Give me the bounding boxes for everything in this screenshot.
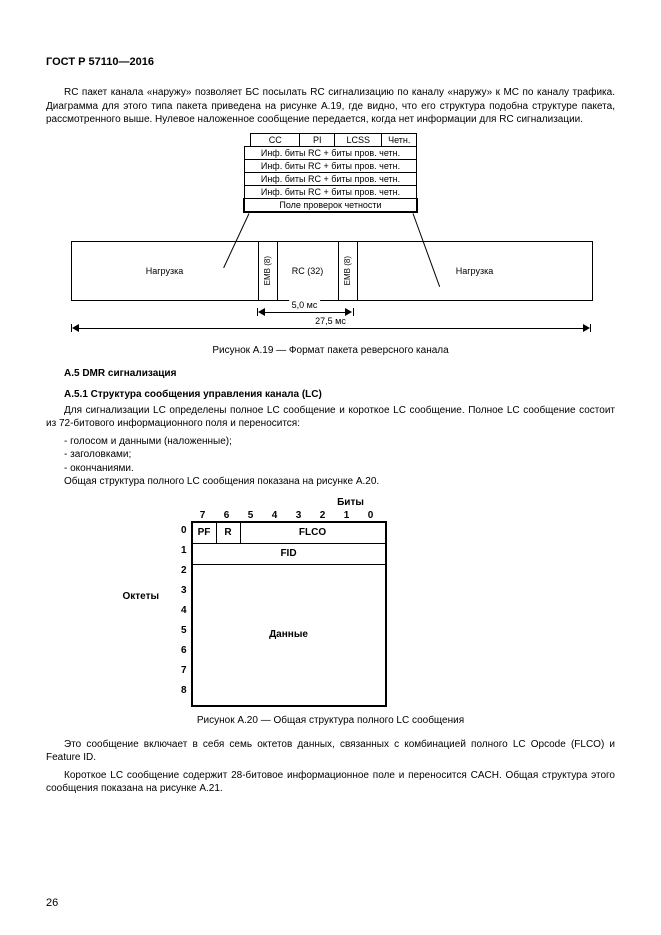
dim-27ms: 27,5 мс — [71, 319, 591, 337]
cell-info4: Инф. биты RC + биты пров. четн. — [244, 185, 417, 198]
cell-info1: Инф. биты RC + биты пров. четн. — [244, 146, 417, 159]
cell-data: Данные — [193, 565, 385, 705]
intro-paragraph: RC пакет канала «наружу» позволяет БС по… — [46, 86, 615, 127]
cell-chetn: Четн. — [382, 133, 417, 146]
para-a51-2: Общая структура полного LC сообщения пок… — [46, 475, 615, 489]
cell-info3: Инф. биты RC + биты пров. четн. — [244, 172, 417, 185]
list-item-1: - голосом и данными (наложенные); — [64, 435, 615, 449]
cell-flco: FLCO — [241, 523, 385, 543]
octets-label: Октеты — [123, 591, 160, 602]
grid-body: PF R FLCO FID Данные — [191, 521, 387, 707]
page: ГОСТ Р 57110—2016 RC пакет канала «наруж… — [0, 0, 661, 935]
cell-rc: RC (32) — [278, 242, 339, 300]
cell-cc: CC — [251, 133, 300, 146]
doc-header: ГОСТ Р 57110—2016 — [46, 56, 615, 68]
cell-fid: FID — [193, 544, 385, 564]
fig20-caption: Рисунок А.20 — Общая структура полного L… — [46, 715, 615, 726]
fig19-caption: Рисунок А.19 — Формат пакета реверсного … — [46, 345, 615, 356]
figure-a20: Октеты Биты 7 6 5 4 3 2 1 0 0 1 2 3 4 5 … — [171, 497, 491, 707]
list-item-2: - заголовками; — [64, 448, 615, 462]
list-item-3: - окончаниями. — [64, 462, 615, 476]
bits-label: Биты — [211, 497, 491, 508]
cell-load-right: Нагрузка — [358, 242, 592, 300]
cell-emb-left: EMB (8) — [263, 256, 272, 285]
row-numbers: 0 1 2 3 4 5 6 7 8 — [171, 521, 191, 707]
para-a51-1: Для сигнализации LC определены полное LC… — [46, 404, 615, 431]
cell-r: R — [217, 523, 241, 543]
fig19-top-table: CC PI LCSS Четн. Инф. биты RC + биты про… — [243, 133, 418, 213]
figure-a19: CC PI LCSS Четн. Инф. биты RC + биты про… — [71, 133, 591, 337]
fig20-grid: 0 1 2 3 4 5 6 7 8 PF R FLCO FID Данные — [171, 521, 491, 707]
cell-parity: Поле проверок четности — [244, 198, 417, 212]
cell-pf: PF — [193, 523, 217, 543]
fig19-bottom-block: Нагрузка EMB (8) RC (32) EMB (8) Нагрузк… — [71, 241, 593, 301]
para-after20-2: Короткое LC сообщение содержит 28-битово… — [46, 769, 615, 796]
section-a51: А.5.1 Структура сообщения управления кан… — [64, 389, 615, 400]
bit-header-row: 7 6 5 4 3 2 1 0 — [191, 510, 491, 521]
cell-pi: PI — [300, 133, 335, 146]
cell-info2: Инф. биты RC + биты пров. четн. — [244, 159, 417, 172]
page-number: 26 — [46, 897, 58, 909]
cell-lcss: LCSS — [335, 133, 382, 146]
fig19-connector-lines — [71, 213, 591, 241]
para-after20-1: Это сообщение включает в себя семь октет… — [46, 738, 615, 765]
cell-emb-right: EMB (8) — [343, 256, 352, 285]
section-a5: А.5 DMR сигнализация — [64, 368, 615, 379]
